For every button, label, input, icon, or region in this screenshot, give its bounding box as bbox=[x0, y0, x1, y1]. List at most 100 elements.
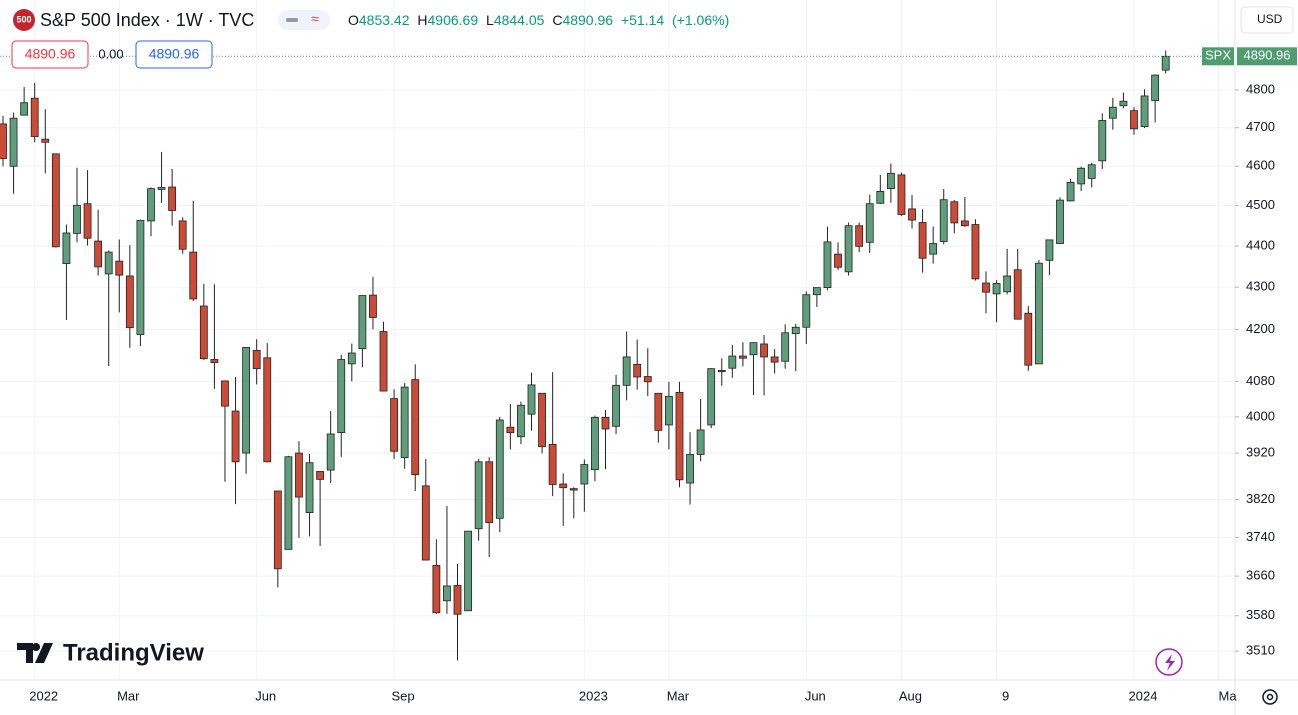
candle-body bbox=[347, 352, 356, 365]
change: +51.14 bbox=[621, 12, 664, 28]
candle-body bbox=[9, 117, 18, 167]
y-tick-label: 3920 bbox=[1246, 445, 1275, 460]
candle-body bbox=[136, 220, 145, 335]
settings-icon-center bbox=[1266, 693, 1274, 701]
currency: USD bbox=[1257, 12, 1283, 26]
x-tick-label: Jun bbox=[805, 688, 826, 703]
candle-body bbox=[960, 220, 969, 227]
candle-body bbox=[115, 260, 124, 276]
y-tick-label: 4080 bbox=[1246, 373, 1275, 388]
candle-body bbox=[284, 456, 293, 550]
candle-body bbox=[918, 222, 927, 259]
candle-body bbox=[485, 461, 494, 523]
candle-body bbox=[51, 153, 60, 248]
candle-body bbox=[1140, 95, 1149, 127]
candle-body bbox=[876, 190, 885, 204]
y-tick-label: 4700 bbox=[1246, 119, 1275, 134]
candle-body bbox=[1161, 55, 1170, 71]
candle-body bbox=[210, 359, 219, 363]
buy-button[interactable] bbox=[135, 40, 213, 69]
y-tick-label: 4300 bbox=[1246, 279, 1275, 294]
y-tick-label: 3740 bbox=[1246, 529, 1275, 544]
candle-body bbox=[580, 464, 589, 485]
candle-body bbox=[717, 370, 726, 373]
candle-body bbox=[474, 461, 483, 530]
l-label: L bbox=[486, 12, 494, 28]
candle-body bbox=[1119, 100, 1128, 107]
candle-body bbox=[770, 356, 779, 363]
candle-body bbox=[950, 201, 959, 224]
status-pill[interactable] bbox=[278, 10, 330, 30]
o-label: O bbox=[348, 12, 359, 28]
candle-body bbox=[316, 471, 325, 480]
candle-body bbox=[326, 433, 335, 471]
candle-body bbox=[844, 225, 853, 273]
c-label: C bbox=[552, 12, 562, 28]
brand-text: TradingView bbox=[63, 639, 204, 666]
candle-body bbox=[83, 203, 92, 239]
y-tick-label: 3820 bbox=[1246, 491, 1275, 506]
x-tick-label: 9 bbox=[1002, 688, 1009, 703]
candle-body bbox=[168, 186, 177, 211]
sell-button[interactable] bbox=[11, 40, 89, 69]
candle-body bbox=[612, 384, 620, 427]
x-tick-label: 2024 bbox=[1129, 688, 1158, 703]
candle-body bbox=[865, 203, 874, 243]
x-tick-label: Aug bbox=[899, 688, 922, 703]
candle-body bbox=[591, 416, 599, 471]
candle-body bbox=[897, 174, 906, 215]
candle-body bbox=[369, 294, 377, 318]
change-pct: (+1.06%) bbox=[672, 12, 729, 28]
symbol-logo bbox=[13, 9, 35, 31]
y-tick-label: 3660 bbox=[1246, 568, 1275, 583]
candle-body bbox=[1024, 312, 1033, 366]
candle-body bbox=[643, 376, 652, 383]
candle-body bbox=[1098, 120, 1107, 162]
candle-body bbox=[749, 342, 758, 356]
candle-body bbox=[443, 585, 451, 602]
candle-body bbox=[464, 530, 472, 612]
y-tick-label: 4500 bbox=[1246, 197, 1275, 212]
x-tick-label: Mar bbox=[667, 688, 690, 703]
candle-body bbox=[62, 232, 71, 264]
candle-body bbox=[20, 102, 29, 116]
buy-price: 4890.96 bbox=[149, 46, 200, 62]
candle-body bbox=[908, 208, 916, 221]
candle-body bbox=[527, 384, 536, 415]
x-tick-label: 2022 bbox=[29, 688, 58, 703]
y-tick-label: 3580 bbox=[1246, 607, 1275, 622]
last-price-label: 4890.96 bbox=[1244, 48, 1291, 63]
candle-body bbox=[569, 488, 578, 491]
candle-body bbox=[400, 386, 409, 459]
candle-body bbox=[390, 398, 398, 452]
candle-body bbox=[654, 392, 663, 431]
candle-body bbox=[104, 251, 113, 275]
candle-body bbox=[1056, 199, 1064, 244]
candle-body bbox=[517, 404, 525, 438]
y-tick-label: 4200 bbox=[1246, 321, 1275, 336]
candle-body bbox=[760, 343, 768, 358]
candle-body bbox=[273, 490, 282, 570]
settings-icon[interactable] bbox=[1262, 689, 1278, 705]
logo-mark bbox=[17, 643, 53, 663]
candle-body bbox=[686, 454, 694, 484]
candle-body bbox=[1003, 275, 1012, 293]
candle-body bbox=[739, 355, 747, 359]
candle-body bbox=[1013, 269, 1022, 320]
y-tick-label: 4400 bbox=[1246, 237, 1275, 252]
candle-body bbox=[0, 123, 7, 159]
candle-body bbox=[358, 295, 367, 350]
candle-body bbox=[189, 251, 198, 300]
h-label: H bbox=[417, 12, 427, 28]
candle-body bbox=[1066, 181, 1075, 202]
o-value: 4853.42 bbox=[359, 12, 410, 28]
candle-body bbox=[421, 485, 430, 561]
candle-body bbox=[231, 410, 240, 463]
candle-body bbox=[728, 355, 737, 369]
y-tick-label: 3510 bbox=[1246, 643, 1275, 658]
currency-button[interactable] bbox=[1240, 6, 1294, 34]
ohlc-legend: O4853.42 H4906.69 L4844.05 C4890.96 +51.… bbox=[348, 12, 729, 28]
l-value: 4844.05 bbox=[494, 12, 545, 28]
candle-body bbox=[823, 241, 832, 289]
